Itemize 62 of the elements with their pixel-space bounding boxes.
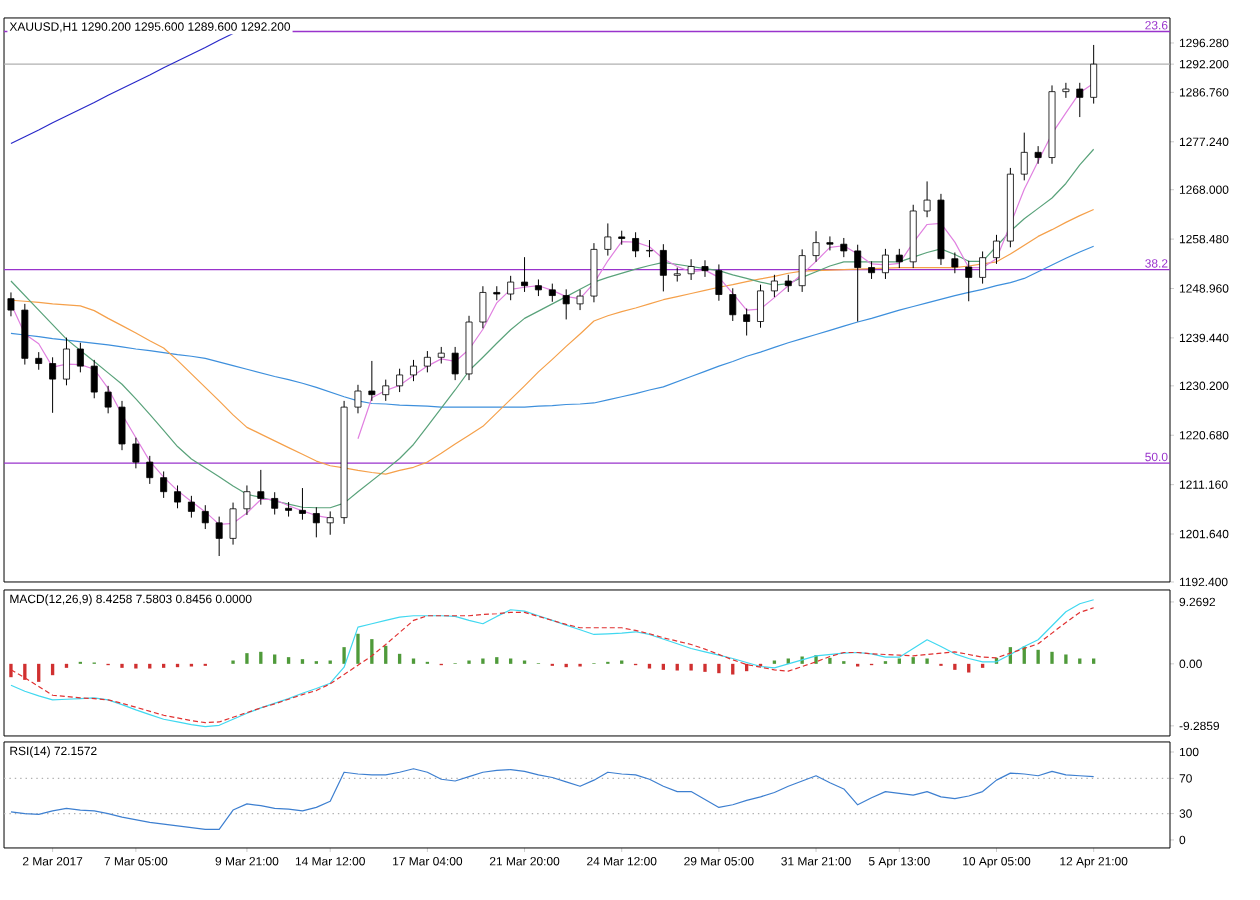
candlestick <box>590 242 598 303</box>
candlestick <box>160 470 168 499</box>
candlestick <box>770 274 778 298</box>
candlestick <box>423 350 431 373</box>
candlestick <box>63 337 70 386</box>
candlestick <box>1034 145 1042 165</box>
candlestick <box>659 243 667 292</box>
candlestick <box>1076 82 1084 118</box>
candlestick <box>271 491 279 516</box>
candlestick <box>257 469 265 506</box>
candlestick <box>1062 82 1070 99</box>
candlestick <box>146 455 154 485</box>
candlestick <box>701 259 709 278</box>
candlestick <box>798 248 806 293</box>
candlestick <box>687 258 695 281</box>
candlestick <box>993 234 1000 265</box>
candlestick <box>854 244 862 322</box>
candlestick <box>396 368 404 393</box>
candlestick <box>49 356 57 414</box>
candlestick <box>382 379 390 402</box>
candlestick <box>881 248 889 280</box>
candlestick <box>951 252 959 274</box>
candlestick <box>215 516 223 557</box>
candlestick <box>812 230 820 263</box>
candlestick <box>604 222 612 257</box>
candlestick <box>632 231 640 258</box>
candlestick <box>576 289 584 311</box>
candlestick <box>840 237 848 258</box>
candlestick <box>895 248 903 269</box>
candlestick <box>715 263 723 302</box>
candlestick <box>729 287 737 322</box>
candlestick <box>548 283 556 303</box>
candlestick <box>923 180 931 218</box>
candlestick <box>368 360 376 402</box>
candlestick <box>312 506 320 538</box>
candlestick <box>299 487 306 521</box>
candlestick <box>743 308 751 337</box>
candlestick <box>757 284 764 329</box>
candlestick <box>521 256 528 293</box>
candlestick <box>326 510 334 536</box>
candlestick <box>229 502 237 546</box>
line-series <box>10 32 234 145</box>
candlestick <box>118 400 126 451</box>
candlestick <box>1020 132 1028 181</box>
candlestick <box>965 260 973 302</box>
candlestick <box>451 346 459 381</box>
candlestick <box>104 385 112 414</box>
candlestick <box>243 484 251 516</box>
candlestick <box>76 342 84 373</box>
candlestick <box>410 359 417 382</box>
candlestick <box>354 384 362 414</box>
candlestick <box>132 437 140 469</box>
candlestick <box>562 288 570 320</box>
candlestick <box>479 285 487 329</box>
candlestick <box>826 235 834 251</box>
candlestick <box>201 504 209 530</box>
candlestick <box>1090 44 1098 105</box>
candlestick <box>187 495 195 519</box>
candlestick <box>979 250 987 285</box>
candlestick <box>174 484 181 509</box>
candlestick <box>90 359 98 399</box>
candlestick <box>507 275 515 301</box>
